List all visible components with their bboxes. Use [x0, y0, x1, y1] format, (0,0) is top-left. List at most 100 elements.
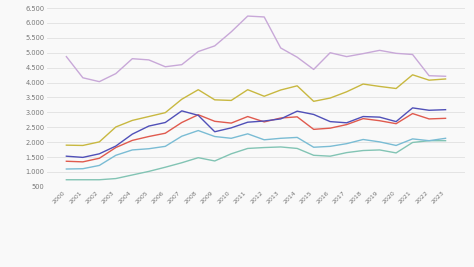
Canada: [377, 148, 383, 152]
Germania: [146, 115, 152, 118]
Francia: [443, 117, 448, 120]
Gran Bretagna: [64, 155, 69, 158]
Germania: [410, 73, 415, 76]
Canada: [393, 151, 399, 155]
Italia: [113, 154, 118, 157]
Canada: [179, 161, 184, 164]
Francia: [311, 128, 317, 131]
Italia: [377, 140, 383, 143]
Italia: [64, 167, 69, 171]
Francia: [64, 160, 69, 163]
Line: Canada: Canada: [66, 141, 446, 180]
Gran Bretagna: [179, 109, 184, 112]
Canada: [212, 159, 218, 163]
Giappone: [261, 15, 267, 19]
Italia: [80, 167, 86, 170]
Francia: [261, 120, 267, 124]
Gran Bretagna: [393, 120, 399, 123]
Canada: [443, 139, 448, 142]
Canada: [64, 178, 69, 181]
Gran Bretagna: [278, 117, 283, 120]
Canada: [328, 155, 333, 158]
Canada: [261, 146, 267, 149]
Germania: [163, 111, 168, 114]
Giappone: [328, 51, 333, 54]
Francia: [146, 135, 152, 138]
Italia: [228, 137, 234, 140]
Francia: [195, 113, 201, 116]
Giappone: [228, 30, 234, 33]
Italia: [212, 135, 218, 138]
Italia: [328, 145, 333, 148]
Francia: [328, 127, 333, 130]
Germania: [261, 95, 267, 98]
Gran Bretagna: [113, 144, 118, 148]
Germania: [443, 77, 448, 81]
Francia: [113, 146, 118, 149]
Francia: [377, 119, 383, 122]
Francia: [228, 121, 234, 125]
Italia: [245, 132, 251, 135]
Giappone: [146, 58, 152, 61]
Germania: [328, 96, 333, 100]
Italia: [294, 136, 300, 139]
Canada: [97, 178, 102, 181]
Canada: [360, 149, 366, 152]
Gran Bretagna: [129, 132, 135, 136]
Francia: [163, 132, 168, 135]
Italia: [129, 148, 135, 152]
Gran Bretagna: [97, 152, 102, 155]
Gran Bretagna: [195, 114, 201, 117]
Giappone: [278, 46, 283, 50]
Giappone: [163, 65, 168, 68]
Canada: [278, 145, 283, 148]
Gran Bretagna: [328, 120, 333, 123]
Gran Bretagna: [212, 130, 218, 133]
Italia: [410, 137, 415, 140]
Canada: [228, 152, 234, 155]
Germania: [129, 119, 135, 122]
Gran Bretagna: [261, 119, 267, 123]
Giappone: [377, 49, 383, 52]
Germania: [278, 88, 283, 92]
Canada: [245, 147, 251, 150]
Giappone: [195, 50, 201, 53]
Giappone: [393, 52, 399, 55]
Giappone: [113, 72, 118, 75]
Italia: [311, 146, 317, 149]
Germania: [212, 98, 218, 101]
Gran Bretagna: [163, 121, 168, 124]
Germania: [97, 140, 102, 143]
Gran Bretagna: [311, 113, 317, 116]
Francia: [294, 115, 300, 119]
Francia: [80, 160, 86, 163]
Gran Bretagna: [426, 109, 432, 112]
Germania: [426, 78, 432, 82]
Canada: [163, 166, 168, 169]
Giappone: [443, 75, 448, 78]
Gran Bretagna: [294, 109, 300, 113]
Line: Francia: Francia: [66, 113, 446, 162]
Canada: [311, 154, 317, 157]
Canada: [129, 173, 135, 176]
Gran Bretagna: [410, 106, 415, 109]
Germania: [195, 88, 201, 91]
Francia: [410, 112, 415, 115]
Giappone: [80, 76, 86, 79]
Germania: [179, 98, 184, 101]
Giappone: [245, 14, 251, 18]
Francia: [393, 122, 399, 125]
Line: Germania: Germania: [66, 75, 446, 146]
Line: Gran Bretagna: Gran Bretagna: [66, 108, 446, 157]
Line: Giappone: Giappone: [66, 16, 446, 82]
Giappone: [426, 74, 432, 77]
Gran Bretagna: [245, 121, 251, 124]
Canada: [344, 151, 349, 154]
Germania: [311, 100, 317, 103]
Francia: [278, 116, 283, 120]
Gran Bretagna: [377, 116, 383, 119]
Francia: [212, 120, 218, 123]
Italia: [278, 137, 283, 140]
Canada: [80, 178, 86, 181]
Francia: [426, 117, 432, 120]
